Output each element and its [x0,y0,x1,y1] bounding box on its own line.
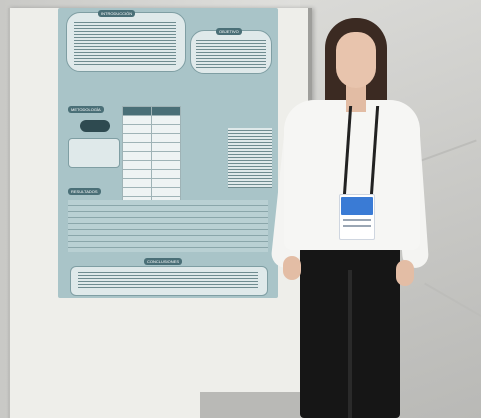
poster-objective-text [196,38,266,68]
poster-conclusions-text [78,270,258,290]
poster-objective-label: OBJETIVO [216,28,242,35]
poster-table [122,106,181,206]
poster-results-label: RESULTADOS [68,188,101,195]
person-pants [300,240,400,418]
person-neck [346,84,366,112]
poster-method-box [68,138,120,168]
people-icon [80,120,110,132]
person-right-hand [396,260,414,286]
poster-intro-label: INTRODUCCIÓN [98,10,136,17]
lanyard [342,106,380,196]
poster-results-graphs [68,200,268,252]
poster-results-side [228,128,272,188]
person-face [336,32,376,88]
person-left-hand [283,256,301,280]
poster-method-label: METODOLOGÍA [68,106,104,113]
poster-conclusions-label: CONCLUSIONES [144,258,183,265]
name-badge [339,194,375,240]
poster-intro-text [74,20,176,66]
scientific-poster: INTRODUCCIÓN OBJETIVO METODOLOGÍA RESULT… [58,8,278,298]
